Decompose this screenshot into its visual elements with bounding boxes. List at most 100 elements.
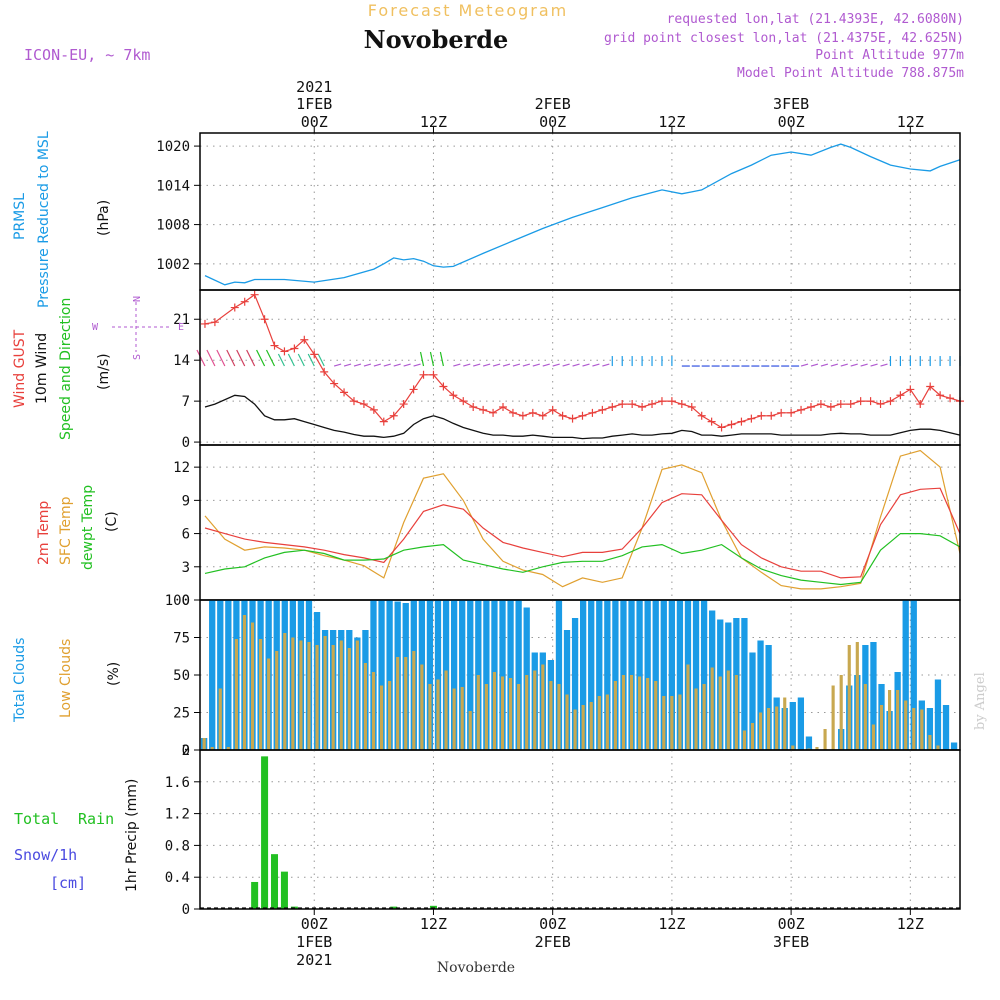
total-cloud-bar xyxy=(515,600,522,750)
gust-line xyxy=(204,293,961,429)
gust-point xyxy=(717,423,726,432)
ytick-label: 9 xyxy=(182,493,190,509)
gust-point xyxy=(816,400,825,409)
total-cloud-bar xyxy=(797,697,805,750)
wind-direction-arrow xyxy=(463,363,471,367)
gust-point xyxy=(697,411,706,420)
gust-point xyxy=(628,400,637,409)
wind-direction-arrow xyxy=(216,349,226,367)
bottom-tick-date: 1FEB xyxy=(296,933,332,951)
low-cloud-bar xyxy=(718,676,722,750)
clouds-label-1: Total Clouds xyxy=(12,638,28,723)
ytick-label: 1014 xyxy=(156,178,190,194)
top-tick-date: 3FEB xyxy=(773,95,809,113)
t2m-line xyxy=(204,487,961,579)
low-cloud-bar xyxy=(589,702,593,750)
ytick-label: 12 xyxy=(173,460,190,476)
wind-direction-arrow xyxy=(502,363,511,367)
temp-label-1: 2m Temp xyxy=(36,501,52,565)
total-cloud-bar xyxy=(676,600,684,750)
gust-point xyxy=(518,411,527,420)
total-cloud-bar xyxy=(426,600,434,750)
bottom-tick-date: 2FEB xyxy=(535,933,571,951)
low-cloud-bar xyxy=(259,639,263,750)
low-cloud-bar xyxy=(476,675,480,750)
low-cloud-bar xyxy=(621,675,626,750)
ytick-label: 0 xyxy=(182,902,190,918)
temp-label-3: dewpt Temp xyxy=(80,485,96,570)
gust-point xyxy=(399,400,408,409)
wind-direction-arrow xyxy=(542,363,550,367)
bottom-tick-hour: 00Z xyxy=(778,915,805,933)
low-cloud-bar xyxy=(500,676,505,750)
wind-direction-arrow xyxy=(383,363,391,367)
low-cloud-bar xyxy=(654,681,658,750)
total-cloud-bar xyxy=(499,600,506,750)
low-cloud-bar xyxy=(331,645,335,750)
low-cloud-bar xyxy=(742,730,746,750)
wind-direction-arrow xyxy=(482,363,491,367)
total-cloud-bar xyxy=(765,645,772,750)
top-tick-hour: 12Z xyxy=(658,113,685,131)
ytick-label: 75 xyxy=(173,631,190,647)
ytick-label: 0 xyxy=(182,593,190,609)
low-cloud-bar xyxy=(928,735,932,750)
bottom-tick-year: 2021 xyxy=(296,951,332,969)
ytick-label: 0 xyxy=(182,435,190,451)
wind-direction-arrow xyxy=(206,349,216,367)
gust-point xyxy=(270,341,279,350)
wind-direction-arrow xyxy=(403,363,411,367)
top-tick-year: 2021 xyxy=(296,78,332,96)
total-cloud-bar xyxy=(902,600,909,750)
total-cloud-bar xyxy=(741,618,748,750)
low-cloud-bar xyxy=(355,640,359,750)
gust-point xyxy=(330,379,339,388)
top-tick-hour: 00Z xyxy=(301,113,328,131)
low-cloud-bar xyxy=(460,687,464,750)
ytick-label: 1.6 xyxy=(165,775,190,791)
gust-point xyxy=(618,400,627,409)
wind-label-3: Speed and Direction xyxy=(58,298,74,440)
wind-direction-arrow xyxy=(317,353,325,367)
compass-rose: N W E S xyxy=(92,296,184,360)
wind-label-2: 10m Wind xyxy=(34,333,50,404)
temp-unit: (C) xyxy=(104,511,120,532)
wind-direction-arrow xyxy=(439,351,444,367)
bottom-tick-hour: 12Z xyxy=(420,915,447,933)
gust-point xyxy=(340,388,349,397)
gust-point xyxy=(349,397,358,406)
low-cloud-bar xyxy=(388,681,392,750)
low-cloud-bar xyxy=(831,685,835,750)
sfc-temp-line xyxy=(204,449,961,590)
pressure-label-2: Pressure Reduced to MSL xyxy=(36,131,52,308)
low-cloud-bar xyxy=(613,681,617,750)
gust-point xyxy=(439,382,448,391)
low-cloud-bar xyxy=(734,675,738,750)
wind-label-1: Wind GUST xyxy=(12,329,28,408)
gust-point xyxy=(727,420,736,429)
low-cloud-bar xyxy=(428,684,432,750)
low-cloud-bar xyxy=(444,670,448,750)
wind-direction-arrow xyxy=(429,351,435,367)
ytick-label: 14 xyxy=(173,353,190,369)
gust-point xyxy=(300,335,309,344)
low-cloud-bar xyxy=(581,705,585,750)
gust-point xyxy=(757,411,766,420)
total-cloud-bar xyxy=(571,618,579,750)
ytick-label: 3 xyxy=(182,560,190,576)
low-cloud-bar xyxy=(839,675,843,750)
low-cloud-bar xyxy=(541,664,545,750)
wind-direction-arrow xyxy=(265,349,276,367)
ytick-label: 100 xyxy=(165,593,190,609)
low-cloud-bar xyxy=(767,708,771,750)
wind-direction-arrow xyxy=(830,363,839,367)
gust-point xyxy=(598,405,607,414)
gust-point xyxy=(946,394,955,403)
model-altitude: Model Point Altitude 788.875m xyxy=(737,66,964,81)
total-cloud-bar xyxy=(378,600,385,750)
total-cloud-bar xyxy=(563,630,571,750)
ytick-label: 21 xyxy=(173,312,190,328)
gust-point xyxy=(230,303,239,312)
low-cloud-bar xyxy=(694,688,698,750)
